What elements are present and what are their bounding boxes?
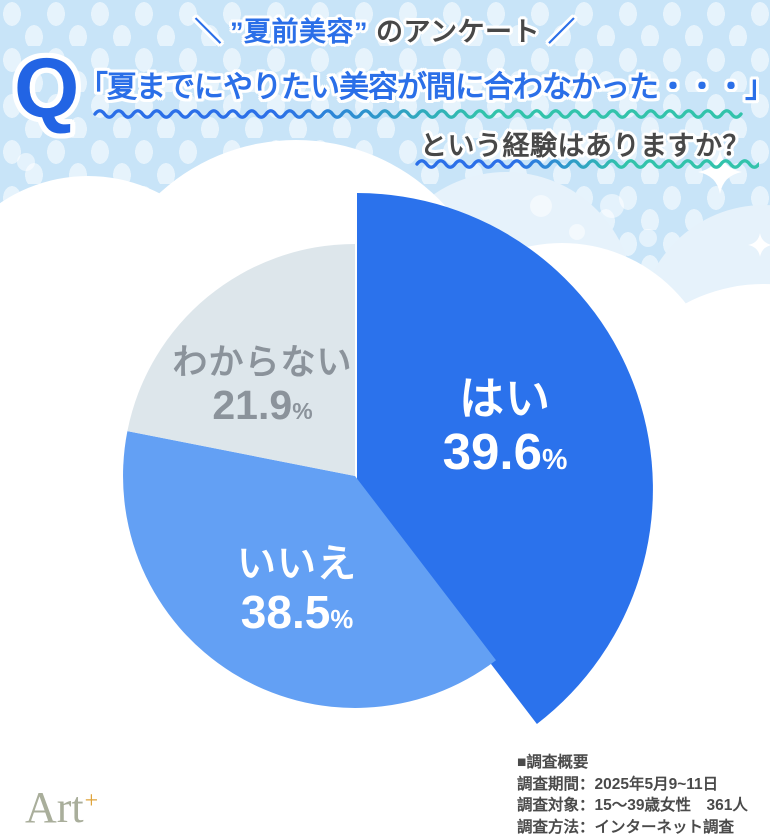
- pie-slice-1: [123, 431, 497, 708]
- slice-name: わからない: [172, 343, 353, 382]
- logo-plus: +: [84, 788, 99, 814]
- slice-name: はい: [458, 373, 551, 424]
- title-main: のアンケート: [368, 17, 540, 47]
- pie-slice-0: [357, 193, 653, 724]
- survey-title: ＼ ”夏前美容” のアンケート ／: [0, 10, 770, 49]
- pie-slice-2: [127, 244, 356, 476]
- survey-overview-heading: ■調査概要: [517, 754, 589, 771]
- survey-method: 調査方法：インターネット調査: [517, 818, 735, 836]
- bokeh-dot: [600, 194, 624, 218]
- pie-label-0: はい 39.6%: [375, 374, 635, 480]
- pie-label-1: いいえ 38.5%: [172, 543, 422, 638]
- bokeh-dot: [569, 224, 585, 240]
- slice-percent: 39.6%: [442, 422, 568, 480]
- bokeh-dot: [17, 153, 35, 171]
- question-line-1: 「夏までにやりたい美容が間に合わなかった・・・」: [78, 71, 770, 104]
- title-accent-left: ＼ ”夏前美容”: [194, 17, 369, 47]
- brand-logo: Art+: [25, 786, 98, 830]
- percent-unit: %: [330, 605, 354, 634]
- slice-name: いいえ: [236, 543, 357, 586]
- sparkle-icon: [698, 150, 742, 194]
- logo-text: Art: [25, 783, 84, 832]
- bokeh-dot: [639, 229, 657, 247]
- wavy-underline-2: [415, 159, 759, 169]
- slice-percent: 21.9%: [212, 381, 313, 428]
- bokeh-dot: [530, 195, 552, 217]
- sparkle-icon: [748, 233, 770, 257]
- question-mark-q: Q: [14, 41, 80, 135]
- slice-percent: 38.5%: [240, 585, 354, 638]
- survey-overview: ■調査概要 調査期間：2025年5月9~11日 調査対象：15〜39歳女性 36…: [517, 752, 748, 838]
- title-accent-right: ／: [539, 17, 576, 47]
- percent-unit: %: [292, 397, 313, 424]
- wavy-underline-1: [93, 109, 743, 119]
- survey-period: 調査期間：2025年5月9~11日: [517, 775, 719, 793]
- pie-label-2: わからない 21.9%: [135, 343, 390, 428]
- question-line-2: という経験はありますか？: [420, 131, 750, 161]
- survey-target: 調査対象：15〜39歳女性 361人: [517, 797, 748, 814]
- percent-unit: %: [541, 443, 568, 476]
